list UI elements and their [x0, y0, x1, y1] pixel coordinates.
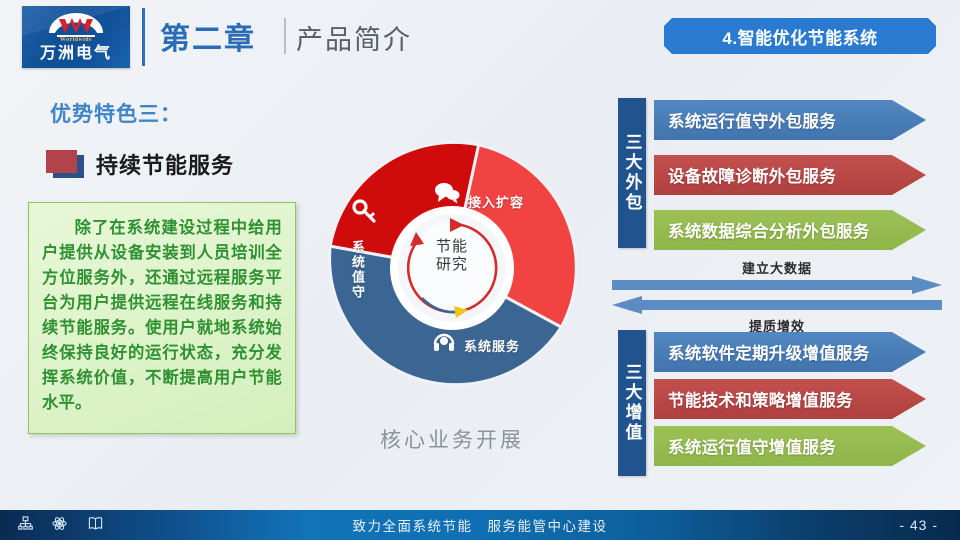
middle-arrow-left — [612, 296, 942, 314]
arrow-outsourcing-2-label: 设备故障诊断外包服务 — [668, 168, 836, 186]
arrow-value-added-1-label: 系统软件定期升级增值服务 — [668, 345, 870, 363]
cycle-arrow-head-yellow — [454, 306, 468, 318]
arrow-outsourcing-3[interactable]: 系统数据综合分析外包服务 — [654, 210, 926, 250]
chapter-subtitle: 产品简介 — [296, 25, 412, 55]
donut-label-access: 接入扩容 — [468, 195, 525, 210]
cycle-arrow-head-red — [450, 218, 464, 232]
cycle-arrow-head-red2 — [410, 232, 424, 246]
arrow-value-added-2-label: 节能技术和策略增值服务 — [668, 392, 853, 410]
donut-caption: 核心业务开展 — [380, 429, 524, 452]
square-bullet-icon — [46, 150, 84, 178]
key-icon — [352, 198, 378, 229]
feature-bullet-row: 持续节能服务 — [46, 148, 234, 180]
chapter-title: 第二章 — [160, 23, 256, 56]
description-callout-box: 除了在系统建设过程中给用户提供从设备安装到人员培训全方位服务外，还通过远程服务平… — [28, 202, 296, 434]
arrow-value-added-2[interactable]: 节能技术和策略增值服务 — [654, 379, 926, 419]
chapter-separator — [284, 18, 286, 54]
middle-arrow-left-label: 提质增效 — [748, 319, 805, 334]
arrow-value-added-3[interactable]: 系统运行值守增值服务 — [654, 426, 926, 466]
core-business-donut-chart: 接入扩容 系统服务 系统值守 节能 研究 — [324, 140, 580, 396]
cycle-arrow-bottom — [421, 297, 459, 314]
donut-center-text: 节能 研究 — [324, 238, 580, 274]
cycle-arrow-top — [406, 222, 498, 314]
bullet-front-square — [46, 150, 77, 173]
donut-svg — [328, 140, 578, 387]
donut-center-line2: 研究 — [435, 257, 468, 273]
worldwide-w-emblem-icon — [49, 13, 103, 37]
arrow-outsourcing-1[interactable]: 系统运行值守外包服务 — [654, 100, 926, 140]
arrow-outsourcing-2[interactable]: 设备故障诊断外包服务 — [654, 155, 926, 195]
arrow-outsourcing-3-label: 系统数据综合分析外包服务 — [668, 223, 870, 241]
headset-icon — [432, 330, 456, 359]
feature-bullet-label: 持续节能服务 — [96, 153, 235, 178]
book-icon[interactable] — [88, 516, 103, 534]
arrow-outsourcing-1-label: 系统运行值守外包服务 — [668, 113, 836, 131]
logo-subtitle: Worldwide — [60, 37, 92, 43]
donut-label-duty: 系统值守 — [350, 240, 365, 300]
arrow-value-added-1[interactable]: 系统软件定期升级增值服务 — [654, 332, 926, 372]
section-title-banner: 4.智能优化节能系统 — [664, 18, 936, 54]
logo-company-name: 万洲电气 — [39, 45, 112, 62]
footer-page-number: - 43 - — [899, 517, 938, 533]
description-text: 除了在系统建设过程中给用户提供从设备安装到人员培训全方位服务外，还通过远程服务平… — [42, 218, 282, 412]
donut-hub-ring — [390, 206, 514, 330]
donut-label-service: 系统服务 — [464, 339, 521, 354]
footer-tagline: 致力全面系统节能 服务能管中心建设 — [352, 519, 608, 534]
middle-arrow-right — [612, 276, 942, 294]
speech-bubble-icon — [434, 182, 460, 209]
group-label-value-added: 三大增值 — [618, 330, 646, 476]
middle-arrow-right-label: 建立大数据 — [741, 261, 812, 276]
section-title-text: 4.智能优化节能系统 — [722, 28, 878, 48]
slide-footer: 致力全面系统节能 服务能管中心建设 - 43 - — [0, 510, 960, 540]
header-divider — [142, 8, 145, 66]
group-label-outsourcing: 三大外包 — [618, 98, 646, 248]
feature-heading: 优势特色三： — [50, 103, 182, 126]
donut-center-line1: 节能 — [435, 239, 468, 255]
sitemap-icon[interactable] — [18, 516, 33, 534]
donut-inner-disc — [406, 222, 498, 314]
company-logo: Worldwide 万洲电气 — [22, 6, 130, 68]
arrow-value-added-3-label: 系统运行值守增值服务 — [668, 439, 836, 457]
atom-icon[interactable] — [52, 516, 67, 534]
